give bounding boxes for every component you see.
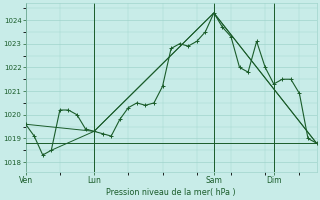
X-axis label: Pression niveau de la mer( hPa ): Pression niveau de la mer( hPa ): [106, 188, 236, 197]
